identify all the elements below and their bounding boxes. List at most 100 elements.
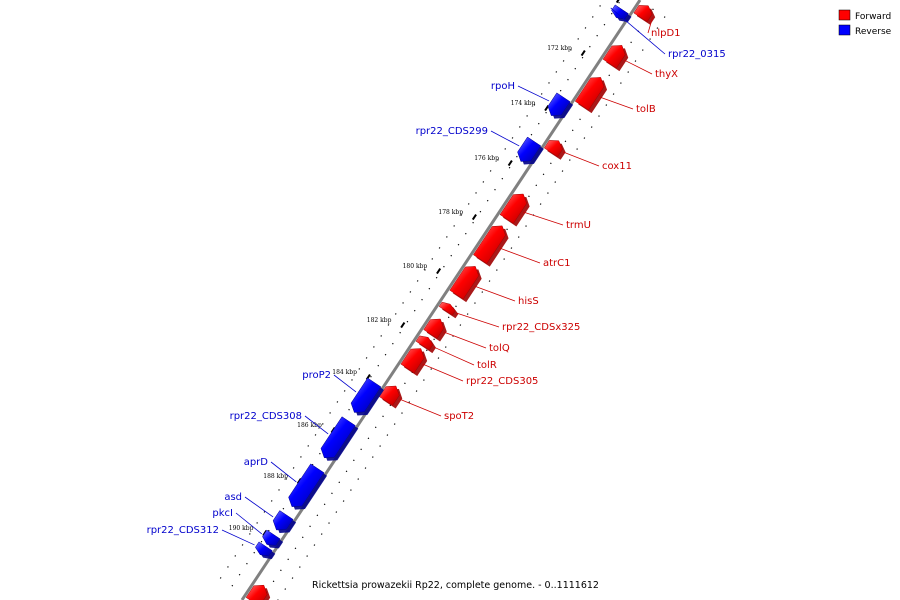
gene-label-pkcI[interactable]: pkcI (212, 508, 233, 519)
leader-line (562, 151, 600, 167)
tick-mark (471, 213, 477, 221)
genome-backbone (240, 0, 642, 600)
tick-label: 176 kbp (474, 155, 499, 162)
gene-feature-body (574, 77, 605, 111)
gene-feature-tolQ[interactable] (423, 318, 447, 342)
gene-feature-tolR[interactable] (415, 335, 436, 354)
leader-line (433, 346, 475, 366)
leader-line (304, 415, 329, 435)
gene-features (245, 4, 656, 600)
gene-feature-rpr22_CDS312[interactable] (255, 541, 276, 560)
gene-label-spoT2[interactable]: spoT2 (444, 411, 474, 422)
gene-feature-pkcI[interactable] (262, 529, 284, 549)
tick-label: 182 kbp (367, 317, 392, 324)
tick-label: 188 kbp (263, 473, 288, 480)
gene-feature-nlpD1[interactable] (633, 5, 656, 25)
gene-label-tolR[interactable]: tolR (477, 360, 497, 371)
gene-label-cox11[interactable]: cox11 (602, 161, 632, 172)
gene-feature-body (602, 45, 626, 69)
gene-label-proP2[interactable]: proP2 (302, 370, 331, 381)
gene-feature-body (547, 92, 571, 116)
gene-label-rpr22_CDS308[interactable]: rpr22_CDS308 (230, 411, 302, 422)
tick-mark (400, 321, 406, 329)
leader-line (244, 496, 274, 518)
gene-label-trmU[interactable]: trmU (566, 220, 591, 231)
tick-mark (507, 159, 513, 167)
leader-line (517, 85, 550, 102)
gene-label-rpr22_0315[interactable]: rpr22_0315 (668, 49, 726, 60)
guide-line (228, 0, 622, 592)
legend-swatch-reverse (838, 24, 851, 36)
gene-feature-aprD[interactable] (288, 463, 328, 510)
gene-label-asd[interactable]: asd (224, 492, 242, 503)
gene-label-tolQ[interactable]: tolQ (489, 343, 510, 354)
gene-feature-spoT2[interactable] (378, 385, 403, 409)
gene-label-rpr22_CDS299[interactable]: rpr22_CDS299 (416, 126, 488, 137)
gene-feature-body (499, 193, 527, 224)
gene-label-aprD[interactable]: aprD (244, 457, 269, 468)
gene-feature-trmU[interactable] (499, 193, 530, 227)
gene-label-thyX[interactable]: thyX (655, 69, 678, 80)
gene-feature-tolB[interactable] (574, 77, 608, 114)
gene-feature-atrC1[interactable] (473, 225, 509, 267)
gene-feature-rpoH[interactable] (547, 92, 574, 119)
gene-feature-asd[interactable] (272, 510, 297, 533)
map-title: Rickettsia prowazekii Rp22, complete gen… (312, 580, 599, 591)
leader-line (399, 398, 442, 417)
gene-feature-body (633, 5, 653, 23)
leader-line (610, 7, 666, 55)
tick-label: 174 kbp (511, 100, 536, 107)
gene-label-rpr22_CDS312[interactable]: rpr22_CDS312 (147, 525, 219, 536)
gene-feature-body (378, 385, 400, 406)
leader-line (474, 285, 516, 302)
gene-feature-unlabeled[interactable] (245, 584, 271, 600)
gene-label-nlpD1[interactable]: nlpD1 (651, 28, 681, 39)
gene-label-hisS[interactable]: hisS (518, 296, 539, 307)
gene-feature-body (473, 225, 506, 264)
leader-line (270, 461, 297, 483)
gene-feature-rpr22_CDSx325[interactable] (438, 301, 459, 319)
leader-line (523, 211, 564, 226)
tick-label: 190 kbp (229, 525, 254, 532)
leader-line (422, 363, 464, 382)
leader-line (456, 312, 500, 328)
gene-feature-body (438, 301, 456, 316)
gene-feature-body (288, 463, 325, 507)
gene-feature-proP2[interactable] (350, 377, 384, 416)
gene-label-rpr22_CDS305[interactable]: rpr22_CDS305 (466, 376, 538, 387)
gene-label-rpr22_CDSx325[interactable]: rpr22_CDSx325 (502, 322, 580, 333)
gene-feature-body (517, 136, 542, 162)
leader-line (490, 130, 520, 147)
tick-mark (436, 267, 442, 275)
gene-feature-rpr22_0315[interactable] (611, 4, 632, 23)
gene-feature-body (449, 266, 479, 300)
gene-feature-body (320, 416, 356, 459)
gene-feature-rpr22_CDS305[interactable] (400, 348, 428, 376)
legend: Forward Reverse (838, 9, 892, 37)
legend-label-reverse: Reverse (855, 27, 892, 37)
gene-label-rpoH[interactable]: rpoH (491, 81, 515, 92)
tick-label: 172 kbp (547, 45, 572, 52)
gene-feature-cox11[interactable] (543, 140, 566, 160)
leader-line (623, 59, 653, 75)
leader-line (221, 529, 255, 546)
tick-label: 180 kbp (403, 263, 428, 270)
gene-feature-body (543, 140, 563, 158)
legend-swatch-forward (838, 9, 851, 21)
guide-line (277, 16, 666, 600)
gene-feature-body (245, 584, 268, 600)
gene-feature-body (255, 541, 273, 557)
tick-label: 186 kbp (297, 422, 322, 429)
gene-feature-body (423, 318, 445, 339)
gene-feature-hisS[interactable] (449, 266, 482, 303)
legend-label-forward: Forward (855, 12, 891, 22)
gene-feature-rpr22_CDS299[interactable] (517, 136, 544, 165)
tick-mark (615, 0, 620, 4)
gene-label-atrC1[interactable]: atrC1 (543, 258, 571, 269)
leader-line (599, 96, 634, 110)
guide-line (216, 0, 605, 584)
gene-feature-thyX[interactable] (602, 45, 629, 72)
gene-label-tolB[interactable]: tolB (636, 104, 656, 115)
gene-feature-rpr22_CDS308[interactable] (320, 416, 359, 461)
tick-label: 184 kbp (332, 369, 357, 376)
